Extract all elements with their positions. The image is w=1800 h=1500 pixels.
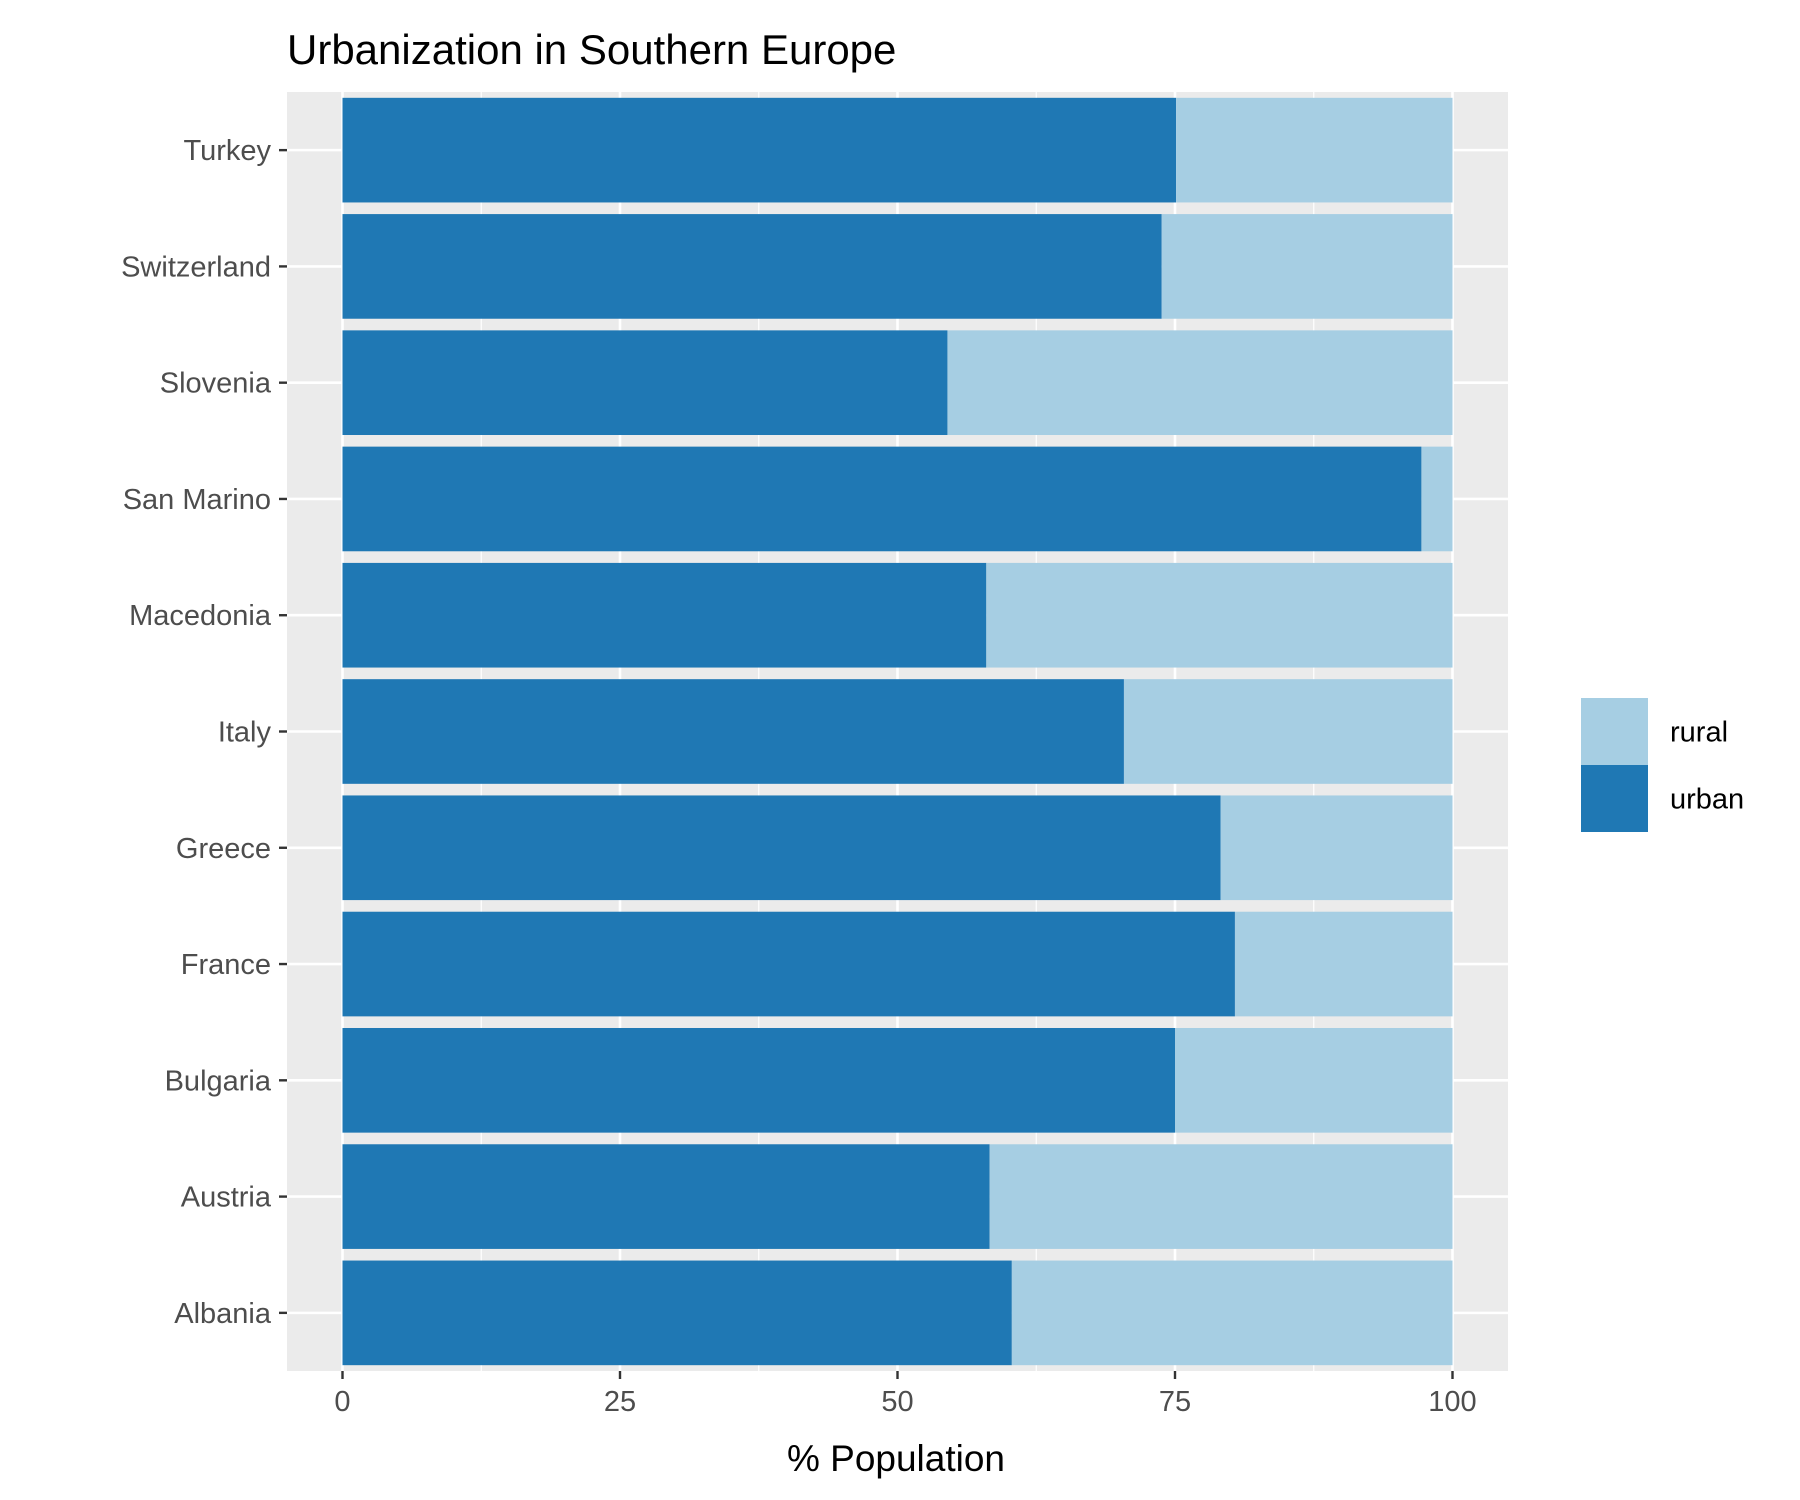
y-tick-label: Italy <box>218 717 272 749</box>
y-tick-label: Austria <box>181 1182 272 1214</box>
y-tick-label: Bulgaria <box>165 1065 272 1097</box>
x-tick-label: 25 <box>604 1386 636 1418</box>
y-tick-label: Greece <box>176 833 271 865</box>
bar-rural-slovenia <box>947 330 1453 436</box>
legend-key-urban <box>1581 765 1648 832</box>
bar-rural-san-marino <box>1421 446 1453 552</box>
bar-urban-italy <box>342 679 1124 784</box>
bar-urban-bulgaria <box>342 1027 1175 1133</box>
legend-label-urban: urban <box>1670 784 1744 816</box>
chart-title: Urbanization in Southern Europe <box>287 26 896 73</box>
y-tick-label: France <box>181 949 271 981</box>
y-axis: Albania Austria Bulgaria France Greece Italy M… <box>121 135 287 1330</box>
bars <box>342 97 1453 1366</box>
y-tick-label: San Marino <box>123 484 271 516</box>
y-tick-label: Albania <box>174 1298 272 1330</box>
bar-urban-turkey <box>342 97 1177 203</box>
bar-rural-macedonia <box>986 562 1453 668</box>
y-tick-label: Macedonia <box>129 600 272 632</box>
bar-rural-austria <box>989 1144 1453 1249</box>
y-tick-label: Slovenia <box>160 368 272 400</box>
legend: rural urban <box>1581 698 1744 832</box>
y-tick-label: Turkey <box>183 135 271 167</box>
bar-urban-switzerland <box>342 214 1162 319</box>
bar-urban-albania <box>342 1260 1012 1366</box>
bar-urban-greece <box>342 795 1221 901</box>
x-axis: 0 25 50 75 100 <box>334 1371 1477 1418</box>
bar-rural-italy <box>1123 679 1453 784</box>
y-tick-label: Switzerland <box>121 251 271 283</box>
x-axis-title: % Population <box>787 1438 1005 1479</box>
legend-label-rural: rural <box>1670 717 1728 749</box>
x-tick-label: 0 <box>334 1386 350 1418</box>
bar-rural-turkey <box>1176 97 1453 203</box>
bar-rural-france <box>1234 911 1453 1017</box>
bar-urban-france <box>342 911 1235 1017</box>
bar-rural-greece <box>1220 795 1453 901</box>
bar-urban-macedonia <box>342 562 987 668</box>
bar-rural-albania <box>1011 1260 1453 1366</box>
x-tick-label: 100 <box>1428 1386 1476 1418</box>
bar-rural-bulgaria <box>1175 1027 1453 1133</box>
bar-urban-austria <box>342 1144 990 1249</box>
bar-urban-slovenia <box>342 330 948 436</box>
x-tick-label: 50 <box>881 1386 913 1418</box>
legend-key-rural <box>1581 698 1648 765</box>
bar-rural-switzerland <box>1161 214 1453 319</box>
bar-urban-san-marino <box>342 446 1422 552</box>
x-tick-label: 75 <box>1159 1386 1191 1418</box>
